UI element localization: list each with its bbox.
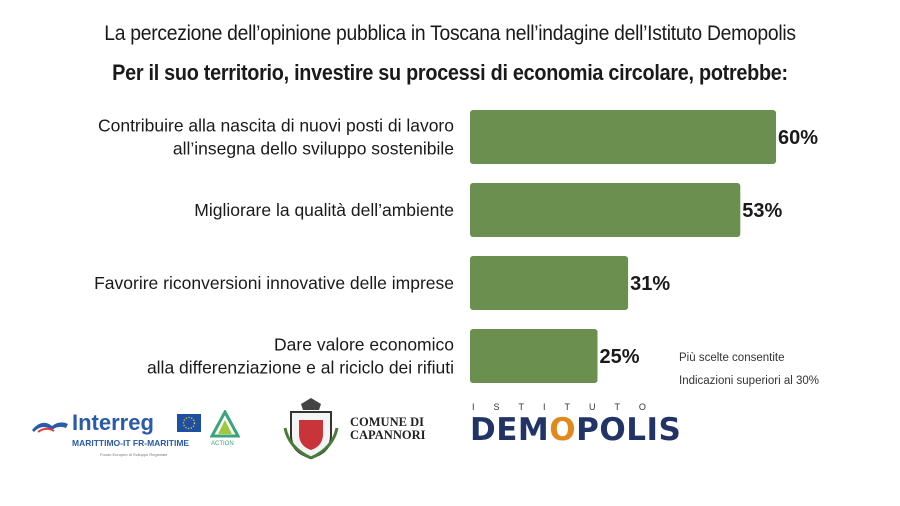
value-label-0: 60% [778, 127, 818, 149]
logo-bar: Interreg MARITTIMO-IT FR-MARITIME Fondo … [0, 398, 900, 478]
bar-1 [470, 183, 741, 237]
interreg-fund: Fondo Europeo di Sviluppo Regionale [100, 452, 168, 457]
interreg-swoosh-icon [32, 422, 68, 433]
category-label-3-1: alla differenziazione e al riciclo dei r… [147, 358, 454, 378]
capannori-crest-icon [283, 398, 339, 460]
comune-capannori-text: COMUNE DI CAPANNORI [350, 415, 426, 442]
note-threshold: Indicazioni superiori al 30% [679, 375, 819, 387]
action-label: ACTION [211, 441, 234, 447]
bar-2 [470, 256, 629, 310]
bar-3 [470, 329, 598, 383]
bar-chart: Contribuire alla nascita di nuovi posti … [94, 110, 818, 383]
interreg-program: MARITTIMO-IT FR-MARITIME [72, 438, 190, 448]
interreg-wordmark: Interreg [72, 410, 154, 435]
eu-flag-icon [177, 414, 201, 432]
value-label-3: 25% [600, 346, 640, 368]
category-label-0-0: Contribuire alla nascita di nuovi posti … [98, 116, 454, 136]
category-label-2-0: Favorire riconversioni innovative delle … [94, 273, 454, 293]
demopolis-istituto: ISTITUTO [472, 402, 665, 412]
demopolis-wordmark: DEMOPOLIS [470, 412, 682, 448]
chart-title: La percezione dell’opinione pubblica in … [104, 22, 796, 45]
bar-0 [470, 110, 776, 164]
value-label-1: 53% [742, 200, 782, 222]
action-logo-icon [210, 410, 240, 438]
category-label-1-0: Migliorare la qualità dell’ambiente [194, 200, 454, 220]
category-label-3-0: Dare valore economico [274, 335, 454, 355]
value-label-2: 31% [630, 273, 670, 295]
note-multiple-choice: Più scelte consentite [679, 352, 785, 364]
chart-question: Per il suo territorio, investire su proc… [112, 60, 788, 85]
interreg-logo: Interreg MARITTIMO-IT FR-MARITIME Fondo … [30, 408, 240, 458]
category-label-0-1: all’insegna dello sviluppo sostenibile [173, 139, 454, 159]
